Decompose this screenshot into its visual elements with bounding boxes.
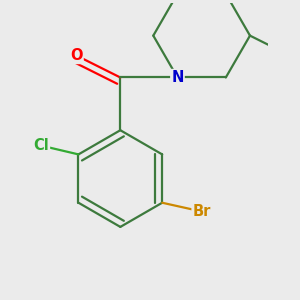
Text: N: N <box>171 70 184 85</box>
Text: Br: Br <box>193 204 211 219</box>
Text: O: O <box>70 48 82 63</box>
Text: Cl: Cl <box>33 138 49 153</box>
